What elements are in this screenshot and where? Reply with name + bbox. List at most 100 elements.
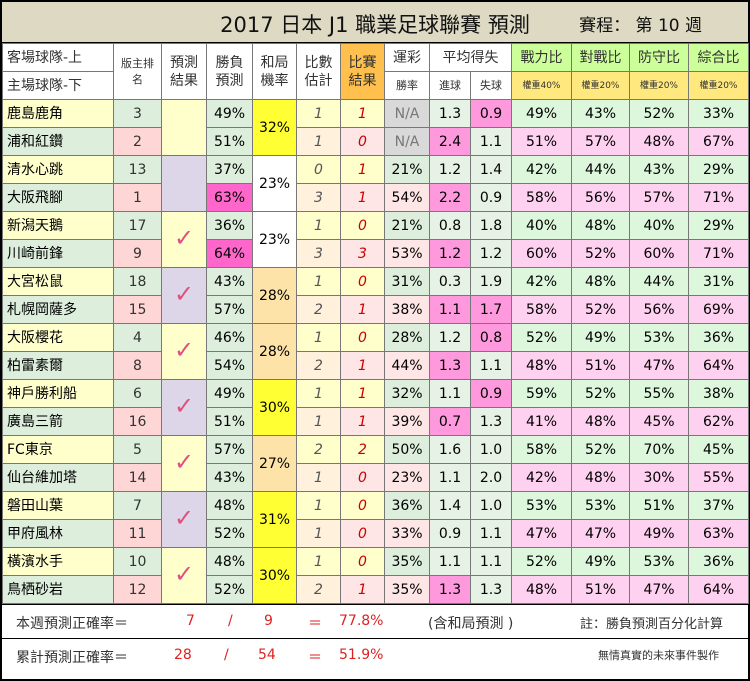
lottery-rate: N/A [384, 127, 430, 156]
win-probability: 64% [206, 239, 253, 268]
head-to-head-ratio: 52% [571, 379, 630, 408]
goals-for: 1.4 [429, 491, 471, 520]
match-result: 0 [340, 127, 385, 156]
header-vs-weight: 權重20% [571, 71, 630, 100]
lottery-rate: 54% [384, 183, 430, 212]
defense-ratio: 44% [629, 267, 689, 296]
week-eq: ＝ [308, 616, 322, 632]
score-estimate: 2 [296, 295, 341, 324]
score-estimate: 1 [296, 323, 341, 352]
score-estimate: 2 [296, 575, 341, 604]
rank-cell: 9 [113, 239, 162, 268]
header-rank: 版主排名 [113, 43, 162, 100]
header-pred: 預測結果 [161, 43, 207, 100]
score-estimate: 1 [296, 547, 341, 576]
header-draw: 和局機率 [252, 43, 297, 100]
goals-for: 1.3 [429, 575, 471, 604]
team-name: 鹿島鹿角 [2, 99, 114, 128]
team-name: 川崎前鋒 [2, 239, 114, 268]
power-ratio: 42% [511, 463, 572, 492]
win-probability: 43% [206, 267, 253, 296]
prediction-check [161, 99, 207, 156]
power-ratio: 41% [511, 407, 572, 436]
defense-ratio: 47% [629, 351, 689, 380]
goals-for: 1.6 [429, 435, 471, 464]
header-est: 比數估計 [296, 43, 341, 100]
header-gf: 進球 [429, 71, 471, 100]
header-total-weight: 權重20% [688, 71, 749, 100]
lottery-rate: 31% [384, 267, 430, 296]
goals-for: 0.3 [429, 267, 471, 296]
total-ratio: 64% [688, 351, 749, 380]
head-to-head-ratio: 48% [571, 463, 630, 492]
prediction-check: ✓ [161, 211, 207, 268]
match-result: 1 [340, 183, 385, 212]
week-pct: 77.8% [339, 613, 384, 629]
defense-ratio: 60% [629, 239, 689, 268]
power-ratio: 48% [511, 575, 572, 604]
power-ratio: 48% [511, 351, 572, 380]
goals-for: 1.1 [429, 547, 471, 576]
defense-ratio: 56% [629, 295, 689, 324]
goals-against: 1.3 [470, 575, 512, 604]
defense-ratio: 47% [629, 575, 689, 604]
lottery-rate: N/A [384, 99, 430, 128]
team-name: FC東京 [2, 435, 114, 464]
defense-ratio: 45% [629, 407, 689, 436]
goals-against: 1.3 [470, 407, 512, 436]
header-win: 勝負預測 [206, 43, 253, 100]
total-ratio: 67% [688, 127, 749, 156]
goals-for: 1.3 [429, 99, 471, 128]
draw-probability: 27% [252, 435, 297, 492]
power-ratio: 49% [511, 99, 572, 128]
rank-cell: 8 [113, 351, 162, 380]
goals-for: 0.7 [429, 407, 471, 436]
match-result: 1 [340, 155, 385, 184]
head-to-head-ratio: 57% [571, 127, 630, 156]
prediction-check: ✓ [161, 547, 207, 604]
win-probability: 54% [206, 351, 253, 380]
match-result: 0 [340, 211, 385, 240]
head-to-head-ratio: 52% [571, 435, 630, 464]
header-home-team: 主場球隊-下 [2, 71, 114, 100]
match-6-away-row: FC東京 5 ✓ 57% 27% 2 2 50% 1.6 1.0 58% 52% 70% 45% [2, 435, 749, 492]
lottery-rate: 21% [384, 211, 430, 240]
match-result: 0 [340, 463, 385, 492]
match-8-home-row: 鳥栖砂岩 12 52% 2 1 35% 1.3 1.3 48% 51% 47% 64% [2, 575, 749, 604]
team-name: 札幌岡薩多 [2, 295, 114, 324]
defense-ratio: 57% [629, 183, 689, 212]
power-ratio: 58% [511, 183, 572, 212]
cum-total: 54 [258, 647, 276, 663]
rank-cell: 12 [113, 575, 162, 604]
defense-ratio: 70% [629, 435, 689, 464]
head-to-head-ratio: 49% [571, 323, 630, 352]
goals-against: 1.0 [470, 491, 512, 520]
rank-cell: 13 [113, 155, 162, 184]
score-estimate: 1 [296, 127, 341, 156]
cumulative-accuracy-row: 累計預測正確率＝ 28 / 54 ＝ 51.9% 無情真實的未來事件製作 [2, 638, 748, 672]
win-probability: 52% [206, 575, 253, 604]
total-ratio: 62% [688, 407, 749, 436]
draw-probability: 23% [252, 155, 297, 212]
match-4-away-row: 大阪櫻花 4 ✓ 46% 28% 1 0 28% 1.2 0.8 52% 49% 53% 36% [2, 323, 749, 380]
total-ratio: 64% [688, 575, 749, 604]
team-name: 神戶勝利船 [2, 379, 114, 408]
page-title: 2017 日本 J1 職業足球聯賽 預測 [220, 13, 530, 37]
match-result: 1 [340, 379, 385, 408]
score-estimate: 1 [296, 99, 341, 128]
head-to-head-ratio: 48% [571, 267, 630, 296]
draw-probability: 28% [252, 267, 297, 324]
match-3-home-row: 札幌岡薩多 15 57% 2 1 38% 1.1 1.7 58% 52% 56% 69% [2, 295, 749, 324]
check-icon: ✓ [173, 391, 195, 420]
score-estimate: 2 [296, 435, 341, 464]
score-estimate: 0 [296, 155, 341, 184]
defense-ratio: 55% [629, 379, 689, 408]
total-ratio: 55% [688, 463, 749, 492]
goals-for: 2.4 [429, 127, 471, 156]
head-to-head-ratio: 52% [571, 239, 630, 268]
defense-ratio: 53% [629, 547, 689, 576]
header-away-team: 客場球隊-上 [2, 43, 114, 72]
lottery-rate: 53% [384, 239, 430, 268]
score-estimate: 3 [296, 183, 341, 212]
match-result: 0 [340, 323, 385, 352]
